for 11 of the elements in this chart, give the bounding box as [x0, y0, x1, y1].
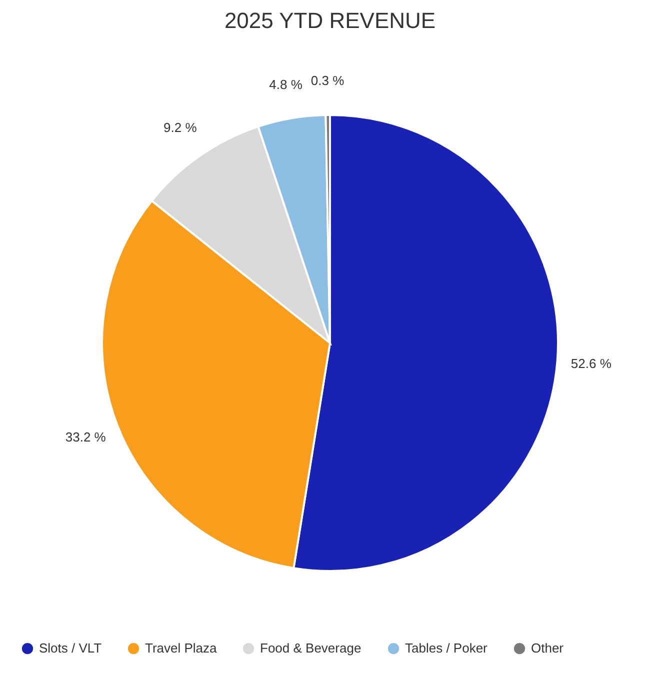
legend-label: Slots / VLT: [39, 640, 102, 656]
legend-label: Tables / Poker: [405, 640, 488, 656]
legend-label: Food & Beverage: [260, 640, 362, 656]
data-label: 9.2 %: [164, 120, 198, 136]
data-label: 0.3 %: [310, 73, 345, 88]
legend-label: Travel Plaza: [145, 640, 218, 656]
data-label: 4.8 %: [269, 76, 303, 92]
legend-label: Other: [531, 640, 564, 656]
chart-title: 2025 YTD REVENUE: [224, 8, 436, 33]
data-label: 52.6 %: [570, 356, 612, 371]
data-label: 33.2 %: [65, 429, 106, 444]
